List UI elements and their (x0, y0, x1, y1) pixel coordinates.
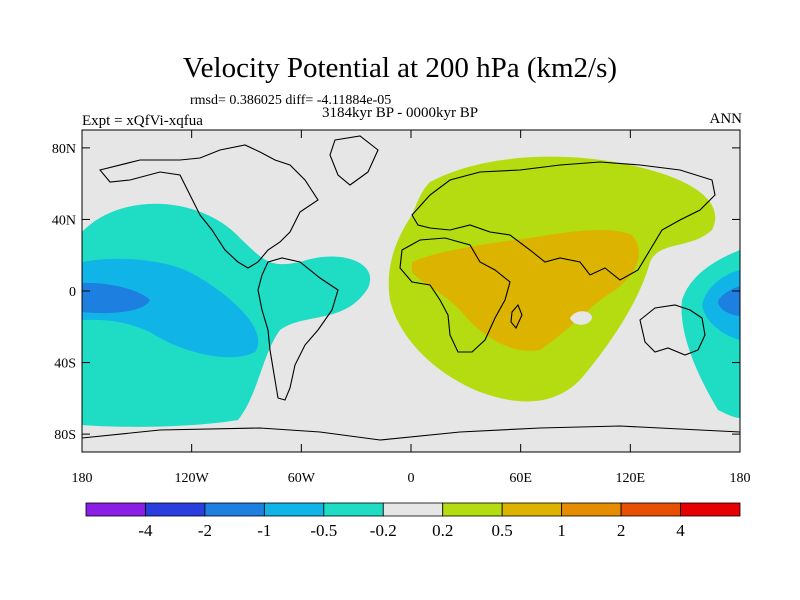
colorbar-label: 0.5 (492, 521, 513, 540)
colorbar-label: 2 (617, 521, 626, 540)
australia-coastline (639, 304, 706, 356)
colorbar-label: 4 (676, 521, 685, 540)
colorbar-swatch (204, 502, 265, 517)
colorbar-swatch (620, 502, 681, 517)
season-label: ANN (709, 111, 743, 127)
western-pacific-core (718, 286, 740, 316)
chart-title: Velocity Potential at 200 hPa (km2/s) (182, 52, 618, 84)
colorbar-label: 1 (557, 521, 566, 540)
indian-ocean-neutral-hole (570, 311, 592, 325)
y-tick-label: 40N (52, 213, 76, 228)
x-tick-label: 120E (616, 471, 646, 486)
y-tick-label: 0 (69, 285, 76, 300)
x-tick-label: 180 (72, 471, 93, 486)
y-tick-label: 40S (54, 357, 76, 372)
coastlines (82, 135, 740, 441)
stats-label: rmsd= 0.386025 diff= -4.11884e-05 (190, 93, 392, 108)
africa-coastline (399, 237, 511, 353)
colorbar-label: -1 (257, 521, 271, 540)
period-label: 3184kyr BP - 0000kyr BP (322, 105, 479, 121)
central-pacific-negative-region (82, 258, 259, 358)
colorbar-label: -4 (138, 521, 153, 540)
experiment-label: Expt = xQfVi-xqfua (82, 113, 203, 129)
north-america-coastline (99, 144, 319, 269)
madagascar-coastline (510, 303, 523, 330)
colorbar-swatch (442, 502, 503, 517)
x-tick-label: 120W (175, 471, 210, 486)
south-america-coastline (257, 257, 339, 401)
colorbar-swatch (680, 502, 741, 517)
colorbar-swatch (85, 502, 146, 517)
antarctica-coastline (82, 425, 740, 441)
colorbar-swatch (145, 502, 206, 517)
eurasia-coastline (411, 161, 716, 281)
colorbar-swatch (501, 502, 563, 517)
colorbar-label: -2 (198, 521, 212, 540)
colorbar-label: 0.2 (432, 521, 453, 540)
x-tick-label: 60E (509, 471, 532, 486)
x-tick-label: 180 (730, 471, 751, 486)
colorbar-label: -0.2 (370, 521, 397, 540)
map-plot-area (82, 130, 740, 452)
colorbar-swatch (382, 502, 444, 517)
x-axis: 180 120W 60W 0 60E 120E 180 (72, 130, 751, 486)
equatorial-pacific-negative-core (82, 282, 150, 314)
greenland-coastline (329, 135, 379, 186)
colorbar: -4 -2 -1 -0.5 -0.2 0.2 0.5 1 2 4 (85, 502, 741, 540)
arabia-neutral-gap (520, 246, 560, 268)
x-tick-label: 0 (408, 471, 415, 486)
africa-asia-positive-core (412, 229, 639, 351)
colorbar-swatch (323, 502, 384, 517)
y-tick-label: 80N (52, 142, 76, 157)
colorbar-label: -0.5 (310, 521, 337, 540)
colorbar-swatch (561, 502, 622, 517)
x-tick-label: 60W (288, 471, 316, 486)
y-tick-label: 80S (54, 428, 76, 443)
colorbar-swatch (263, 502, 325, 517)
y-axis: 80N 40N 0 40S 80S (52, 142, 740, 443)
